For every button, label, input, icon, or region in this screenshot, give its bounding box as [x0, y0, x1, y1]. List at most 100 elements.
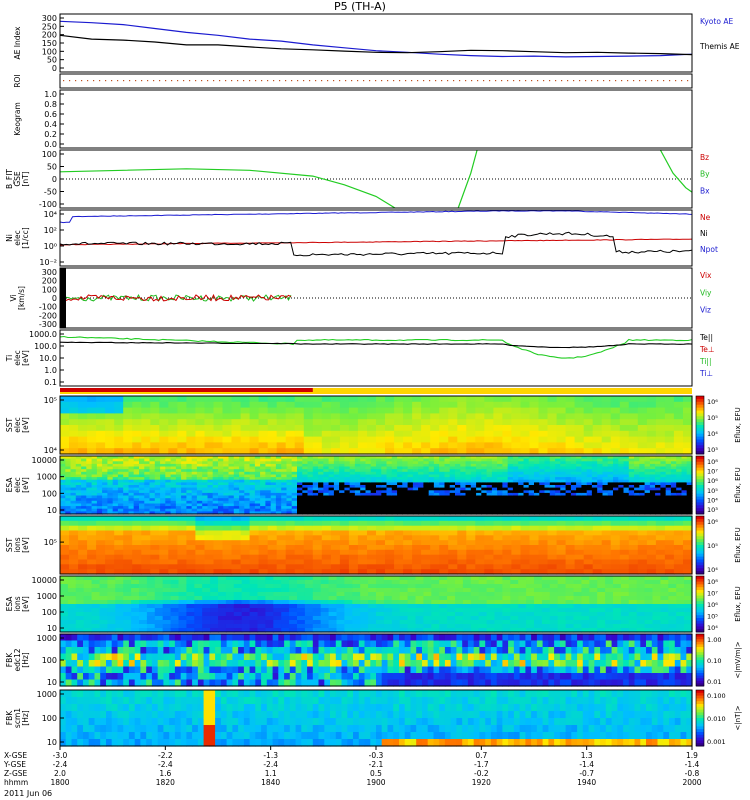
spectrogram-cell [439, 503, 446, 507]
spectrogram-cell [175, 456, 182, 460]
y-tick-label: 0.6 [44, 110, 57, 119]
spectrogram-cell [320, 576, 330, 581]
spectrogram-cell [470, 469, 477, 473]
spectrogram-cell [207, 479, 214, 483]
spectrogram-cell [549, 456, 556, 460]
spectrogram-cell [502, 463, 509, 468]
spectrogram-cell [592, 413, 603, 420]
spectrogram-cell [686, 500, 693, 504]
spectrogram-cell [159, 554, 169, 561]
spectrogram-cell [154, 596, 164, 601]
spectrogram-cell [502, 471, 509, 475]
spectrogram-cell [141, 554, 151, 561]
spectrogram-cell [175, 511, 182, 515]
spectrogram-cell [628, 396, 639, 403]
spectrogram-cell [518, 463, 525, 468]
spectrogram-cell [544, 503, 551, 507]
spectrogram-cell [275, 477, 282, 481]
spectrogram-cell [181, 466, 187, 470]
spectrogram-cell [664, 559, 675, 565]
spectrogram-cell [254, 456, 261, 460]
spectrogram-cell [348, 407, 359, 414]
spectrogram-cell [260, 498, 266, 502]
spectrogram-cell [664, 564, 675, 570]
spectrogram-cell [581, 492, 588, 497]
spectrogram-cell [449, 482, 456, 486]
spectrogram-cell [69, 520, 79, 527]
spectrogram-cell [607, 485, 614, 489]
spectrogram-cell [312, 490, 319, 494]
spectrogram-cell [529, 559, 540, 565]
spectrogram-cell [475, 413, 485, 420]
spectrogram-cell [170, 458, 177, 462]
spectrogram-cell [475, 448, 485, 455]
spectrogram-cell [144, 456, 151, 460]
spectrogram-cell [87, 407, 97, 414]
spectrogram-cell [365, 466, 372, 470]
spectrogram-cell [312, 540, 323, 546]
spectrogram-cell [349, 500, 356, 504]
y-tick-label: 10⁻² [39, 258, 57, 267]
spectrogram-cell [655, 495, 661, 499]
spectrogram-cell [265, 604, 274, 609]
spectrogram-cell [178, 596, 187, 601]
spectrogram-cell [302, 495, 309, 499]
spectrogram-cell [556, 564, 567, 570]
spectrogram-cell [123, 458, 130, 462]
spectrogram-cell [112, 482, 119, 486]
spectrogram-cell [439, 407, 449, 414]
spectrogram-cell [676, 471, 683, 475]
spectrogram-cell [583, 569, 594, 575]
spectrogram-cell [592, 396, 603, 403]
spectrogram-cell [139, 498, 145, 502]
spectrogram-cell [466, 554, 476, 561]
spectrogram-cell [583, 442, 594, 449]
spectrogram-cell [613, 487, 619, 491]
spectrogram-cell [96, 448, 106, 455]
spectrogram-cell [281, 458, 288, 462]
spectrogram-cell [619, 545, 630, 551]
spectrogram-cell [357, 530, 368, 536]
spectrogram-cell [655, 430, 666, 438]
spectrogram-cell [512, 485, 519, 489]
spectrogram-cell [91, 466, 98, 470]
spectrogram-cell [186, 540, 196, 546]
y-axis-label: Vi [9, 294, 18, 301]
spectrogram-cell [213, 430, 224, 438]
spectrogram-cell [170, 495, 177, 499]
spectrogram-cell [370, 492, 377, 497]
spectrogram-cell [565, 516, 576, 522]
spectrogram-cell [357, 525, 368, 532]
spectrogram-cell [78, 442, 88, 449]
spectrogram-cell [123, 608, 132, 613]
spectrogram-cell [260, 469, 266, 473]
spectrogram-cell [177, 436, 187, 443]
spectrogram-cell [421, 559, 431, 565]
spectrogram-cell [466, 530, 476, 536]
spectrogram-cell [307, 490, 314, 494]
spectrogram-cell [265, 628, 274, 633]
spectrogram-cell [294, 535, 305, 541]
spectrogram-cell [491, 508, 498, 512]
spectrogram-cell [544, 471, 551, 475]
spectrogram-cell [357, 401, 368, 409]
spectrogram-cell [646, 549, 657, 556]
spectrogram-cell [470, 490, 477, 494]
spectrogram-cell [207, 466, 214, 470]
spectrogram-cell [276, 413, 287, 420]
spectrogram-cell [328, 503, 335, 507]
spectrogram-cell [481, 466, 488, 470]
spectrogram-cell [673, 569, 684, 575]
spectrogram-cell [610, 413, 621, 420]
spectrogram-cell [491, 474, 498, 478]
colorbar-cell [696, 518, 704, 523]
spectrogram-cell [139, 506, 145, 510]
spectrogram-cell [592, 419, 603, 426]
spectrogram-cell [131, 620, 140, 625]
spectrogram-cell [312, 569, 323, 575]
spectrogram-cell [448, 569, 458, 575]
spectrogram-cell [233, 608, 243, 613]
spectrogram-cell [254, 500, 261, 504]
spectrogram-cell [386, 469, 393, 473]
spectrogram-cell [365, 477, 372, 481]
